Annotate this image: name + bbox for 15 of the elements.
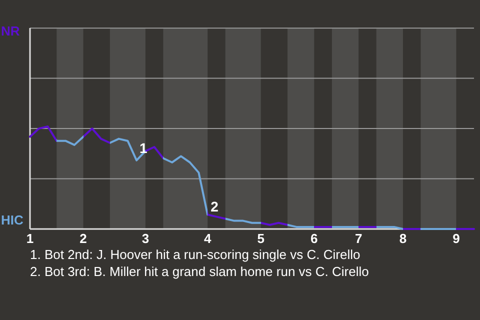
x-tick-label: 4 [204,231,212,246]
text: 1. Bot 2nd: J. Hoover hit a run-scoring single vs C. Cirello [30,247,360,262]
text: 2. Bot 3rd: B. Miller hit a grand slam home run vs C. Cirello [30,264,369,279]
x-tick-label: 9 [452,231,460,246]
annotation: 2 [210,198,219,215]
x-tick-label: 2 [80,231,87,246]
text: HIC [1,212,24,228]
x-tick-label: 1 [26,231,34,246]
text: NR [1,23,20,38]
annotation: 1 [140,140,148,156]
x-tick-label: 5 [257,231,264,246]
x-tick-label: 7 [354,231,362,246]
x-tick-label: 3 [142,231,150,246]
x-tick-label: 6 [310,231,318,246]
x-tick-label: 8 [399,231,407,246]
